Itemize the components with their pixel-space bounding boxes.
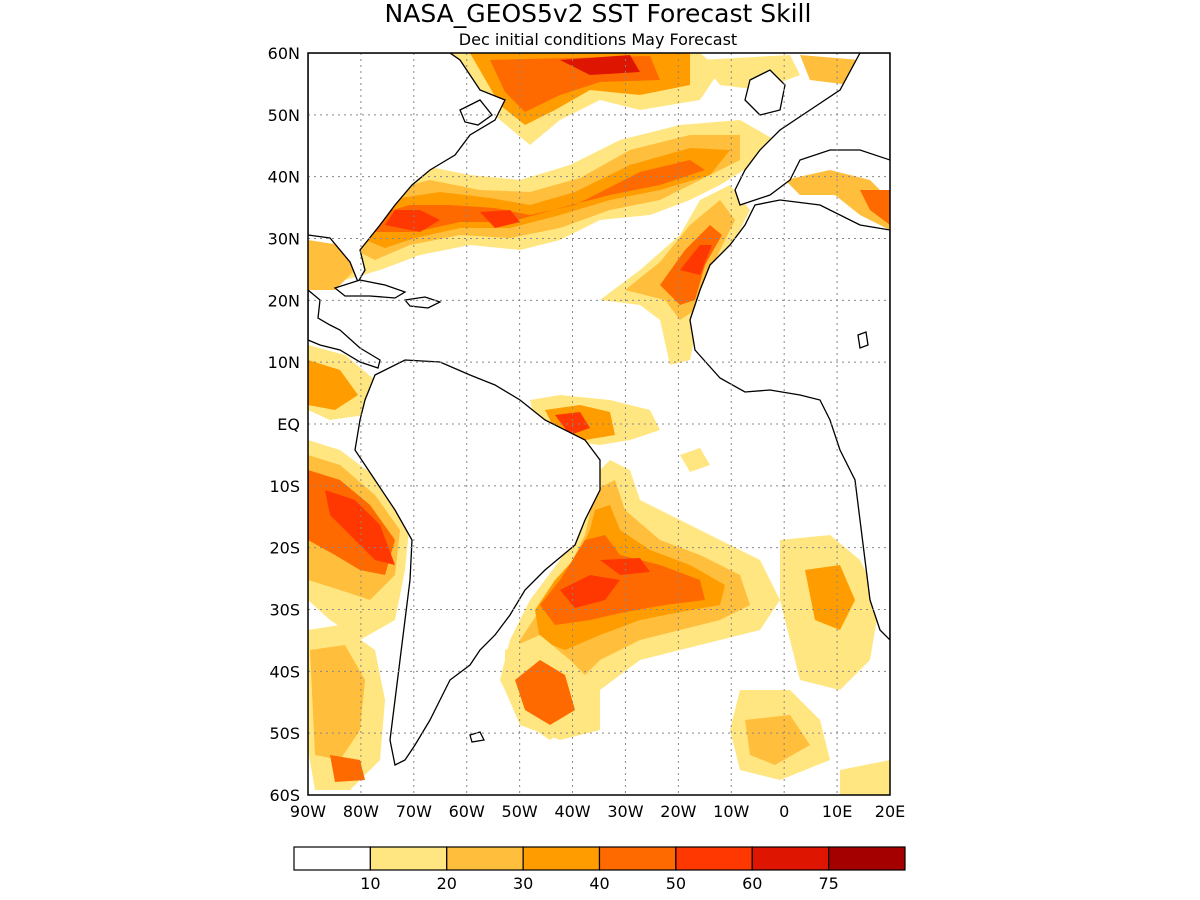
colorbar: 10 20 30 40 50 60 75: [293, 846, 906, 893]
skill-region-southern-patch-core: [745, 715, 810, 765]
skill-region-chile-south-peak: [330, 755, 365, 782]
skill-region-south-edge: [840, 760, 890, 795]
colorbar-swatch: [675, 846, 753, 871]
colorbar-tick-label: 10: [360, 874, 380, 893]
lon-tick-label: 80W: [343, 802, 379, 821]
skill-region-gulfstream-peak2: [480, 210, 520, 228]
colorbar-swatch: [369, 846, 448, 871]
lon-axis: 90W 80W 70W 60W 50W 40W 30W 20W 10W 0 10E 20E: [290, 802, 905, 821]
africa-coast: [689, 199, 890, 641]
skill-region-mediterranean: [785, 170, 890, 230]
lon-tick-label: 20W: [660, 802, 696, 821]
caribbean-cuba: [333, 279, 407, 299]
lat-tick-label: 10N: [268, 353, 300, 372]
figure-title: NASA_GEOS5v2 SST Forecast Skill: [385, 0, 812, 28]
lon-tick-label: 90W: [290, 802, 326, 821]
central-america-coast: [308, 289, 381, 369]
north-america-coast: [308, 53, 506, 284]
grid-lines: [308, 53, 890, 795]
colorbar-tick-label: 20: [437, 874, 457, 893]
british-isles: [744, 69, 786, 116]
lat-tick-label: 50N: [268, 106, 300, 125]
lat-tick-label: 20N: [268, 291, 300, 310]
skill-region-gulfstream-high: [372, 160, 705, 232]
iberia-europe-coast: [734, 53, 890, 206]
lat-tick-label: 50S: [269, 724, 300, 743]
skill-region-canary-peak: [680, 245, 712, 275]
skill-region-norway-sea-mid: [800, 55, 860, 85]
lon-tick-label: 60W: [449, 802, 485, 821]
lon-tick-label: 30W: [607, 802, 643, 821]
lat-tick-label: 40S: [269, 662, 300, 681]
skill-region-benguela-core: [805, 565, 855, 630]
skill-region-peru-peak: [325, 490, 395, 565]
colorbar-swatch: [598, 846, 677, 871]
lat-tick-label: 20S: [269, 539, 300, 558]
skill-region-brazil-malvinas-core: [515, 660, 575, 725]
colorbar-swatch: [828, 846, 906, 871]
skill-region-chile-south-core: [310, 645, 365, 760]
coastlines: [308, 53, 890, 766]
lon-tick-label: 10E: [822, 802, 852, 821]
lat-tick-label: 60S: [269, 786, 300, 805]
lon-tick-label: 50W: [502, 802, 538, 821]
lat-tick-label: EQ: [277, 415, 300, 434]
lat-tick-label: 60N: [268, 44, 300, 63]
south-america-coast: [354, 359, 601, 766]
colorbar-swatch: [446, 846, 524, 871]
skill-field: [308, 53, 890, 795]
map-frame: [307, 52, 891, 796]
lat-axis: 60N 50N 40N 30N 20N 10N EQ 10S 20S 30S 40S 50S 60S: [268, 44, 300, 805]
lon-tick-label: 70W: [396, 802, 432, 821]
colorbar-tick-label: 30: [513, 874, 533, 893]
skill-region-subpolar-peak: [560, 55, 640, 75]
skill-region-eastpacific-north-core: [308, 360, 358, 410]
lat-tick-label: 40N: [268, 168, 300, 187]
lon-tick-label: 20E: [875, 802, 905, 821]
skill-region-mediterranean-core: [860, 190, 890, 225]
figure-subtitle: Dec initial conditions May Forecast: [459, 30, 737, 49]
lat-tick-label: 30N: [268, 230, 300, 249]
lon-tick-label: 40W: [554, 802, 590, 821]
skill-region-southatlantic-peak: [560, 575, 620, 608]
colorbar-tick-label: 75: [818, 874, 838, 893]
skill-region-gulf-guinea: [680, 448, 710, 472]
skill-region-southatlantic-peak2: [600, 558, 650, 575]
colorbar-tick-label: 50: [666, 874, 686, 893]
colorbar-tick-label: 40: [589, 874, 609, 893]
lat-tick-label: 30S: [269, 601, 300, 620]
lat-tick-label: 10S: [269, 477, 300, 496]
colorbar-swatch: [293, 846, 371, 871]
madagascar-edge: [857, 331, 869, 349]
lon-tick-label: 10W: [713, 802, 749, 821]
skill-region-gulfstream-peak: [385, 210, 440, 232]
colorbar-swatch: [522, 846, 601, 871]
lon-tick-label: 0: [779, 802, 789, 821]
colorbar-swatch: [751, 846, 830, 871]
colorbar-tick-label: 60: [742, 874, 762, 893]
newfoundland: [459, 99, 493, 126]
